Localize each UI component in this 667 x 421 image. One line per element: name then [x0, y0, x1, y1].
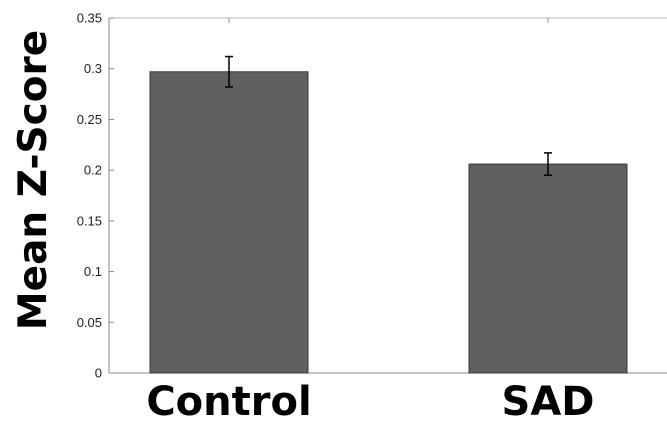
y-tick-label: 0.35	[77, 11, 102, 26]
y-axis-ticks: 0 0.05 0.1 0.15 0.2 0.25 0.3 0.35	[77, 11, 114, 381]
x-category-label: SAD	[502, 379, 595, 421]
y-tick-label: 0.25	[77, 112, 102, 127]
y-tick-label: 0.2	[84, 163, 102, 178]
y-tick-label: 0.15	[77, 213, 102, 228]
x-category-labels: Control SAD	[146, 379, 594, 421]
y-tick-label: 0.3	[84, 61, 102, 76]
x-category-label: Control	[146, 379, 311, 421]
error-bars-group	[225, 55, 552, 176]
bars-group	[149, 71, 628, 374]
y-tick-label: 0	[95, 366, 102, 381]
bar-control	[149, 71, 309, 374]
y-tick-label: 0.1	[84, 264, 102, 279]
y-tick-label: 0.05	[77, 315, 102, 330]
y-axis-label: Mean Z-Score	[11, 30, 56, 330]
bar-sad	[468, 163, 628, 374]
